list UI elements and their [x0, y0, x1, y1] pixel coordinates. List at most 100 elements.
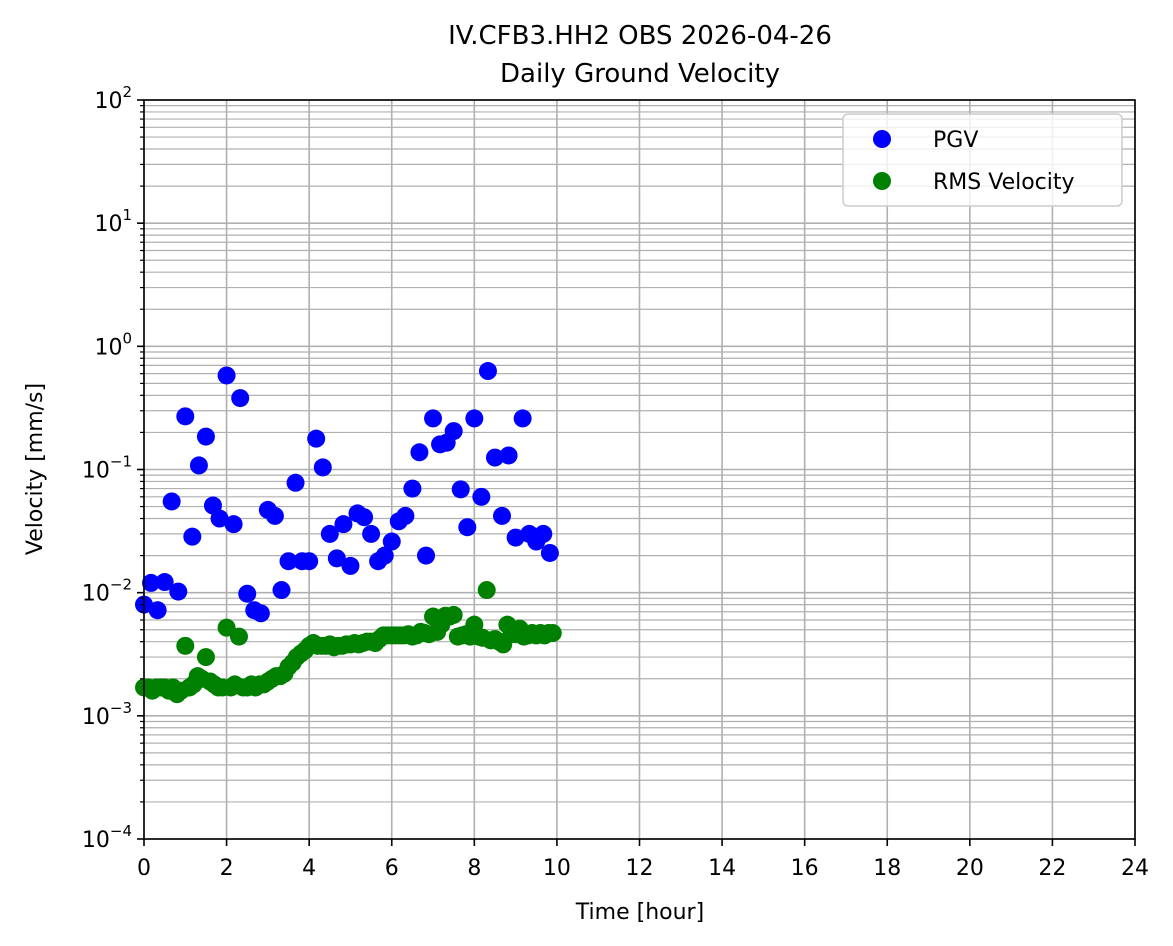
data-point-pgv [217, 366, 236, 385]
data-point-pgv [410, 443, 429, 462]
y-tick-exponent: −2 [110, 576, 132, 594]
data-point-pgv [341, 556, 360, 575]
y-tick-label: 10−1 [82, 453, 132, 484]
data-point-pgv [362, 524, 381, 543]
x-axis-title: Time [hour] [575, 900, 704, 925]
y-tick-base: 10 [94, 212, 122, 237]
data-point-pgv [458, 518, 477, 537]
data-point-pgv [465, 409, 484, 428]
data-point-pgv [396, 506, 415, 525]
y-tick-exponent: −3 [110, 699, 132, 717]
y-tick-base: 10 [82, 705, 110, 730]
data-point-pgv [355, 508, 374, 527]
data-point-rms-velocity [176, 636, 195, 655]
data-point-pgv [169, 582, 188, 601]
y-tick-exponent: −1 [110, 453, 132, 471]
y-tick-base: 10 [82, 582, 110, 607]
grid-lines [143, 99, 1136, 840]
y-tick-exponent: 2 [122, 83, 132, 101]
data-point-pgv [320, 524, 339, 543]
y-axis-title: Velocity [mm/s] [23, 383, 48, 555]
data-point-pgv [189, 456, 208, 475]
data-point-pgv [272, 581, 291, 600]
legend-marker-rms-velocity [873, 172, 891, 190]
legend-label-pgv: PGV [933, 128, 978, 153]
axis-ticks: 0 2 4 6 8 10 12 14 16 18 20 22 2410−410−310−210−1100… [82, 83, 1149, 881]
data-point-pgv [155, 573, 174, 592]
y-tick-base: 10 [82, 828, 110, 853]
x-tick-label: 24 [1121, 856, 1149, 881]
x-tick-label: 8 [467, 856, 481, 881]
data-point-pgv [506, 528, 525, 547]
data-point-pgv [444, 422, 463, 441]
data-point-pgv [334, 515, 353, 534]
y-tick-label: 100 [94, 329, 132, 360]
legend-marker-pgv [873, 130, 891, 148]
data-point-pgv [417, 546, 436, 565]
data-point-pgv [499, 446, 518, 465]
data-point-pgv [224, 515, 243, 534]
data-point-pgv [451, 480, 470, 499]
data-point-rms-velocity [444, 605, 463, 624]
data-point-pgv [210, 509, 229, 528]
data-point-pgv [142, 573, 161, 592]
chart-subtitle: Daily Ground Velocity [500, 59, 780, 89]
data-point-pgv [327, 549, 346, 568]
data-point-pgv [196, 427, 215, 446]
data-point-pgv [162, 492, 181, 511]
y-tick-label: 10−2 [82, 576, 132, 607]
data-point-rms-velocity [229, 627, 248, 646]
data-point-pgv [231, 389, 250, 408]
y-tick-exponent: 0 [122, 329, 132, 347]
data-point-pgv [313, 458, 332, 477]
y-tick-label: 102 [94, 83, 132, 114]
data-point-pgv [492, 506, 511, 525]
data-points [135, 362, 562, 704]
data-point-pgv [485, 448, 504, 467]
data-point-pgv [540, 543, 559, 562]
data-point-pgv [375, 546, 394, 565]
data-point-pgv [478, 362, 497, 381]
data-point-pgv [472, 487, 491, 506]
legend: PGV RMS Velocity [842, 113, 1123, 207]
x-tick-label: 16 [791, 856, 819, 881]
x-tick-label: 2 [220, 856, 234, 881]
data-point-pgv [382, 532, 401, 551]
y-tick-label: 10−3 [82, 699, 132, 730]
data-point-pgv [300, 552, 319, 571]
data-point-pgv [238, 584, 257, 603]
data-point-pgv [279, 552, 298, 571]
chart-title: IV.CFB3.HH2 OBS 2026-04-26 [448, 21, 832, 51]
data-point-pgv [183, 527, 202, 546]
data-point-rms-velocity [196, 648, 215, 667]
legend-box [842, 113, 1123, 207]
x-tick-label: 20 [956, 856, 984, 881]
data-point-pgv [513, 409, 532, 428]
x-tick-label: 12 [626, 856, 654, 881]
data-point-rms-velocity [217, 618, 236, 637]
data-point-rms-velocity [543, 624, 562, 643]
x-tick-label: 4 [302, 856, 316, 881]
y-tick-exponent: 1 [122, 206, 132, 224]
x-tick-label: 10 [543, 856, 571, 881]
x-tick-label: 6 [385, 856, 399, 881]
y-tick-label: 10−4 [82, 822, 132, 853]
y-tick-base: 10 [94, 335, 122, 360]
data-point-pgv [534, 524, 553, 543]
data-point-pgv [265, 506, 284, 525]
y-tick-label: 101 [94, 206, 132, 237]
x-tick-label: 22 [1038, 856, 1066, 881]
y-tick-exponent: −4 [110, 822, 132, 840]
x-tick-label: 18 [873, 856, 901, 881]
data-point-pgv [251, 604, 270, 623]
data-point-pgv [403, 479, 422, 498]
y-tick-base: 10 [94, 89, 122, 114]
data-point-pgv [286, 473, 305, 492]
x-tick-label: 0 [137, 856, 151, 881]
data-point-pgv [307, 429, 326, 448]
y-tick-base: 10 [82, 459, 110, 484]
data-point-rms-velocity [477, 581, 496, 600]
legend-label-rms-velocity: RMS Velocity [933, 170, 1075, 195]
data-point-pgv [424, 409, 443, 428]
